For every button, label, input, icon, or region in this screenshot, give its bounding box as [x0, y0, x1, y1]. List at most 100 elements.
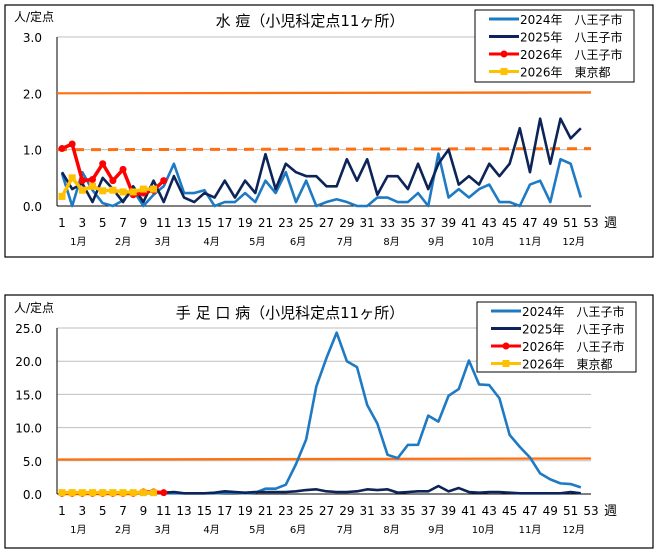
x-axis-label: 週: [604, 504, 617, 519]
x-tick-label: 5: [99, 216, 107, 230]
x-tick-label: 25: [299, 504, 314, 518]
month-label: 2月: [115, 236, 131, 248]
y-tick-label: 0.0: [23, 488, 42, 502]
data-point: [89, 176, 97, 184]
x-tick-label: 7: [119, 504, 127, 518]
data-point: [68, 140, 76, 148]
data-point: [119, 165, 127, 173]
legend-label: 2026年 八王子市: [522, 339, 625, 354]
x-tick-label: 47: [522, 504, 537, 518]
x-tick-label: 21: [258, 216, 273, 230]
month-label: 1月: [70, 524, 86, 536]
month-label: 4月: [203, 524, 219, 536]
x-tick-label: 49: [543, 216, 558, 230]
x-tick-label: 43: [482, 216, 497, 230]
data-point: [58, 489, 66, 497]
month-label: 10月: [472, 236, 495, 248]
x-tick-label: 11: [156, 216, 171, 230]
x-tick-label: 3: [79, 216, 87, 230]
x-tick-label: 45: [502, 504, 517, 518]
x-tick-label: 15: [197, 504, 212, 518]
month-label: 9月: [428, 524, 444, 536]
data-point: [99, 489, 107, 497]
x-tick-label: 9: [140, 504, 148, 518]
x-tick-label: 37: [421, 216, 436, 230]
x-tick-label: 53: [583, 504, 598, 518]
legend-label: 2024年 八王子市: [520, 12, 623, 27]
x-tick-label: 15: [197, 216, 212, 230]
x-tick-label: 29: [339, 504, 354, 518]
data-point: [160, 489, 168, 497]
threshold-line-solid: [56, 91, 592, 95]
y-tick-label: 25.0: [15, 322, 42, 336]
chart-hand-foot-mouth: 0.05.010.015.020.025.01 3 5 7 9 11 13 15 17 19 21 2…: [4, 294, 654, 549]
month-label: 8月: [383, 524, 399, 536]
x-tick-label: 49: [543, 504, 558, 518]
month-label: 6月: [290, 236, 306, 248]
data-point: [78, 186, 86, 194]
data-point: [78, 177, 86, 185]
x-tick-label: 13: [176, 216, 191, 230]
chart-title: 水 痘（小児科定点11ヶ所）: [216, 12, 405, 30]
series-line-4: [60, 176, 154, 198]
data-point: [150, 185, 158, 193]
y-tick-label: 5.0: [23, 455, 42, 469]
month-label: 6月: [290, 524, 306, 536]
x-tick-label: 17: [217, 504, 232, 518]
x-tick-label: 13: [176, 504, 191, 518]
chart-title: 手 足 口 病（小児科定点11ヶ所）: [176, 304, 404, 322]
month-label: 9月: [428, 236, 444, 248]
legend-label: 2026年 東京都: [520, 66, 611, 80]
month-label: 11月: [519, 524, 542, 536]
month-label: 3月: [155, 236, 171, 248]
x-tick-label: 7: [119, 216, 127, 230]
x-axis-label: 週: [604, 216, 617, 231]
x-tick-label: 51: [563, 216, 578, 230]
x-tick-label: 39: [441, 504, 456, 518]
month-label: 7月: [337, 524, 353, 536]
x-tick-label: 21: [258, 504, 273, 518]
legend-marker: [500, 50, 508, 58]
y-tick-label: 0.0: [23, 200, 42, 214]
x-tick-label: 31: [360, 504, 375, 518]
x-tick-label: 33: [380, 216, 395, 230]
month-label: 1月: [70, 236, 86, 248]
data-point: [68, 174, 76, 182]
legend-marker: [502, 360, 510, 367]
month-label: 11月: [519, 236, 542, 248]
y-tick-label: 20.0: [15, 355, 42, 369]
data-point: [99, 160, 107, 168]
legend-label: 2025年 八王子市: [522, 322, 625, 337]
y-axis-label: 人/定点: [14, 300, 54, 315]
month-label: 8月: [383, 236, 399, 248]
y-tick-label: 1.0: [23, 144, 42, 158]
data-point: [119, 489, 127, 497]
data-point: [109, 177, 117, 185]
x-tick-label: 35: [400, 504, 415, 518]
x-tick-label: 45: [502, 216, 517, 230]
data-point: [129, 188, 137, 196]
data-point: [58, 145, 66, 153]
month-label: 12月: [562, 524, 585, 536]
legend-marker: [500, 68, 508, 75]
month-label: 2月: [115, 524, 131, 536]
data-point: [139, 489, 147, 497]
x-tick-label: 47: [522, 216, 537, 230]
month-label: 10月: [472, 524, 495, 536]
month-label: 5月: [249, 524, 265, 536]
series-line-1: [60, 152, 583, 208]
y-axis-label: 人/定点: [14, 9, 54, 24]
legend-label: 2026年 東京都: [522, 358, 613, 372]
legend-marker: [502, 342, 510, 350]
chart-varicella: 0.01.02.03.01 3 5 7 9 11 13 15 17 19 21 23 25 27 29 31 3…: [4, 4, 654, 258]
data-point: [89, 182, 97, 190]
month-label: 12月: [562, 236, 585, 248]
x-tick-label: 25: [299, 216, 314, 230]
data-point: [139, 185, 147, 193]
x-tick-label: 37: [421, 504, 436, 518]
x-tick-label: 51: [563, 504, 578, 518]
x-tick-label: 19: [237, 504, 252, 518]
x-tick-label: 17: [217, 216, 232, 230]
data-point: [160, 177, 168, 185]
